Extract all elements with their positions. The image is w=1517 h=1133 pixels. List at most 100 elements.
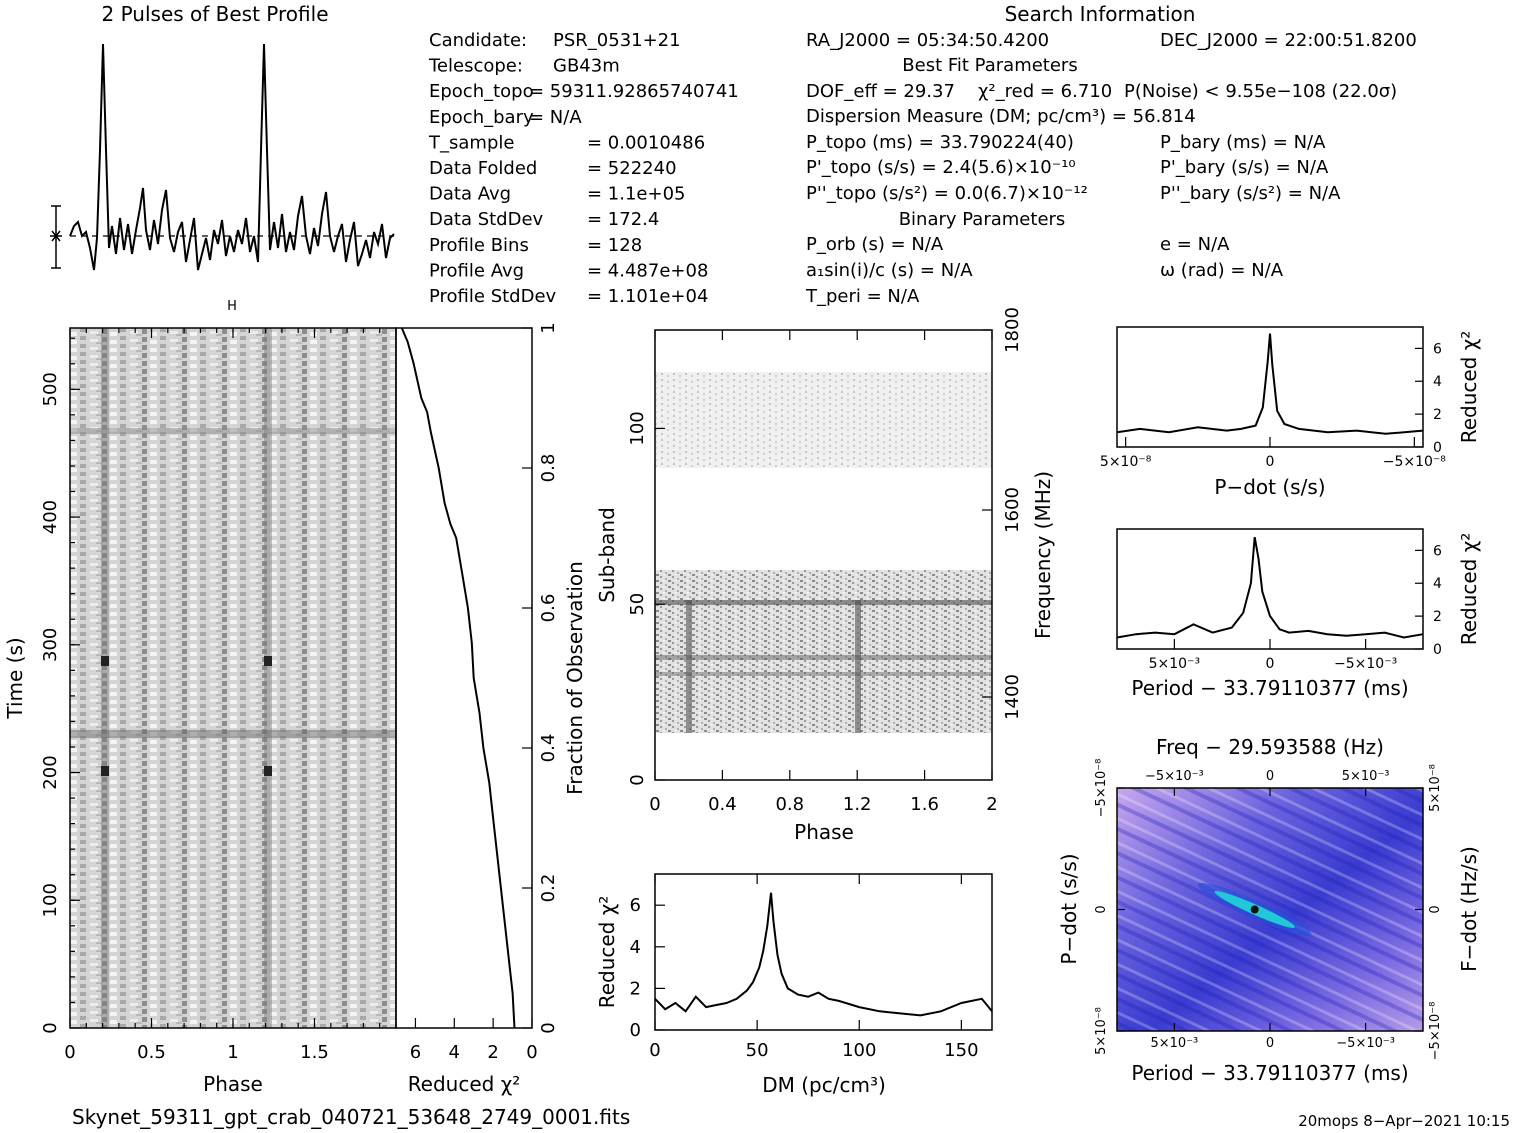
tick-label: 5×10⁻³ xyxy=(1150,1036,1198,1051)
timestamp: 20mops 8−Apr−2021 10:15 xyxy=(1298,1112,1510,1130)
tick-label: 0 xyxy=(1433,642,1442,658)
tick-label: 50 xyxy=(627,593,648,616)
chi2-text: χ²_red = 6.710 xyxy=(978,81,1112,102)
pdtopo-text: P'_topo (s/s) = 2.4(5.6)×10⁻¹⁰ xyxy=(806,157,1076,178)
best-fit-title: Best Fit Parameters xyxy=(902,55,1077,76)
tick-label: 0 xyxy=(1266,454,1275,470)
tick-label: 4 xyxy=(1433,374,1442,390)
tick-label: 0 xyxy=(1094,905,1109,913)
tick-label: 4 xyxy=(630,937,641,958)
pbary-text: P_bary (ms) = N/A xyxy=(1160,132,1326,153)
tick-label: 0.2 xyxy=(538,874,559,903)
period-curve xyxy=(1116,537,1424,639)
tick-label: −5×10⁻³ xyxy=(1145,769,1204,784)
tick-label: 0 xyxy=(630,1020,641,1041)
tick-label: 0 xyxy=(64,1042,75,1063)
tick-label: 6 xyxy=(1433,543,1442,559)
porb-text: P_orb (s) = N/A xyxy=(806,234,944,255)
tick-label: 0.5 xyxy=(137,1042,166,1063)
period-ylabel: Reduced χ² xyxy=(1457,533,1481,646)
search-title: Search Information xyxy=(1005,2,1196,26)
tick-label: 0 xyxy=(649,1040,660,1061)
cand-value: GB43m xyxy=(553,56,620,77)
tick-label: 200 xyxy=(40,755,61,789)
dm-xlabel: DM (pc/cm³) xyxy=(762,1073,886,1097)
tick-label: 2 xyxy=(1433,609,1442,625)
a1sini-text: a₁sin(i)/c (s) = N/A xyxy=(806,260,973,281)
plane-peak-point xyxy=(1250,905,1259,914)
cand-value: = 1.1e+05 xyxy=(587,184,686,205)
cand-value: = N/A xyxy=(529,107,582,128)
tick-label: 100 xyxy=(627,411,648,445)
pddtopo-text: P''_topo (s/s²) = 0.0(6.7)×10⁻¹² xyxy=(806,183,1088,204)
tick-label: 1.6 xyxy=(910,794,939,815)
subband-xlabel: Phase xyxy=(794,820,854,844)
search-info: Search Information RA_J2000 = 05:34:50.4… xyxy=(805,2,1417,307)
cand-value: = 0.0010486 xyxy=(587,132,705,153)
chi2-fraction-xlabel: Reduced χ² xyxy=(408,1072,521,1096)
cand-value: = 128 xyxy=(587,235,642,256)
tick-label: 6 xyxy=(630,895,641,916)
pnoise-text: P(Noise) < 9.55e−108 (22.0σ) xyxy=(1124,81,1397,102)
tick-label: 50 xyxy=(746,1040,769,1061)
tick-label: 5×10⁻⁸ xyxy=(1428,764,1443,812)
plane-panel: Freq − 29.593588 (Hz) 5×10⁻³ −5×10⁻³ 0 0 −5×… xyxy=(1057,735,1481,1085)
tick-label: 1.2 xyxy=(843,794,872,815)
time-phase-image xyxy=(70,328,396,1028)
dm-ylabel: Reduced χ² xyxy=(595,896,619,1009)
tick-label: 500 xyxy=(40,372,61,406)
time-phase-ylabel: Time (s) xyxy=(3,637,27,719)
chi2-fraction-ylabel: Fraction of Observation xyxy=(563,561,587,795)
tick-label: 300 xyxy=(40,628,61,662)
tick-label: 100 xyxy=(40,883,61,917)
subband-y2label: Frequency (MHz) xyxy=(1031,471,1055,639)
tick-label: 1600 xyxy=(1002,487,1023,533)
tick-label: 5×10⁻⁸ xyxy=(1100,454,1152,470)
cand-label: Epoch_topo xyxy=(429,81,534,102)
time-phase-panel: H 0 0.5 1 1.5 0 100 200 300 400 500 Phase Time (s… xyxy=(3,299,397,1096)
cand-label: T_sample xyxy=(428,132,514,153)
subband-band-lower xyxy=(655,570,992,733)
profile-title: 2 Pulses of Best Profile xyxy=(102,2,329,26)
tick-label: −5×10⁻³ xyxy=(1336,1036,1395,1051)
binary-title: Binary Parameters xyxy=(899,209,1066,230)
tick-label: 2 xyxy=(630,978,641,999)
tick-label: 1800 xyxy=(1002,307,1023,353)
candidate-info: Candidate: PSR_0531+21 Telescope: GB43m Epoc… xyxy=(428,30,739,307)
tick-label: 0 xyxy=(40,1022,61,1033)
cand-value: PSR_0531+21 xyxy=(553,30,681,51)
tick-label: 0 xyxy=(649,794,660,815)
cand-value: = 172.4 xyxy=(587,209,659,230)
tick-label: 2 xyxy=(1433,407,1442,423)
time-phase-xlabel: Phase xyxy=(203,1072,263,1096)
cand-label: Profile Avg xyxy=(429,260,524,281)
cand-label: Candidate: xyxy=(429,30,527,51)
tick-label: 1.5 xyxy=(300,1042,329,1063)
tick-label: 5×10⁻³ xyxy=(1149,656,1200,672)
tick-label: 2 xyxy=(986,794,997,815)
ptopo-text: P_topo (ms) = 33.790224(40) xyxy=(806,132,1074,153)
plane-ylabel: P−dot (s/s) xyxy=(1057,853,1081,964)
omega-text: ω (rad) = N/A xyxy=(1160,260,1284,281)
cand-label: Data Folded xyxy=(429,158,537,179)
tick-label: 0.8 xyxy=(775,794,804,815)
cand-label: Profile Bins xyxy=(429,235,529,256)
period-frame xyxy=(1116,528,1424,650)
ra-text: RA_J2000 = 05:34:50.4200 xyxy=(806,30,1049,51)
tick-label: 6 xyxy=(410,1042,421,1063)
cand-label: Data Avg xyxy=(429,184,511,205)
tick-label: 150 xyxy=(944,1040,978,1061)
dm-text: Dispersion Measure (DM; pc/cm³) = 56.814 xyxy=(806,106,1196,127)
tick-label: −5×10⁻³ xyxy=(1334,656,1397,672)
tick-label: 0.4 xyxy=(708,794,737,815)
ecc-text: e = N/A xyxy=(1160,234,1230,255)
tick-label: 1 xyxy=(227,1042,238,1063)
tperi-text: T_peri = N/A xyxy=(805,286,920,307)
tick-label: 0 xyxy=(1433,440,1442,456)
cand-label: Telescope: xyxy=(428,56,523,77)
cand-label: Epoch_bary xyxy=(429,107,534,128)
tick-label: 0.8 xyxy=(538,454,559,483)
filename: Skynet_59311_gpt_crab_040721_53648_2749_… xyxy=(72,1105,630,1129)
cand-label: Data StdDev xyxy=(429,209,544,230)
